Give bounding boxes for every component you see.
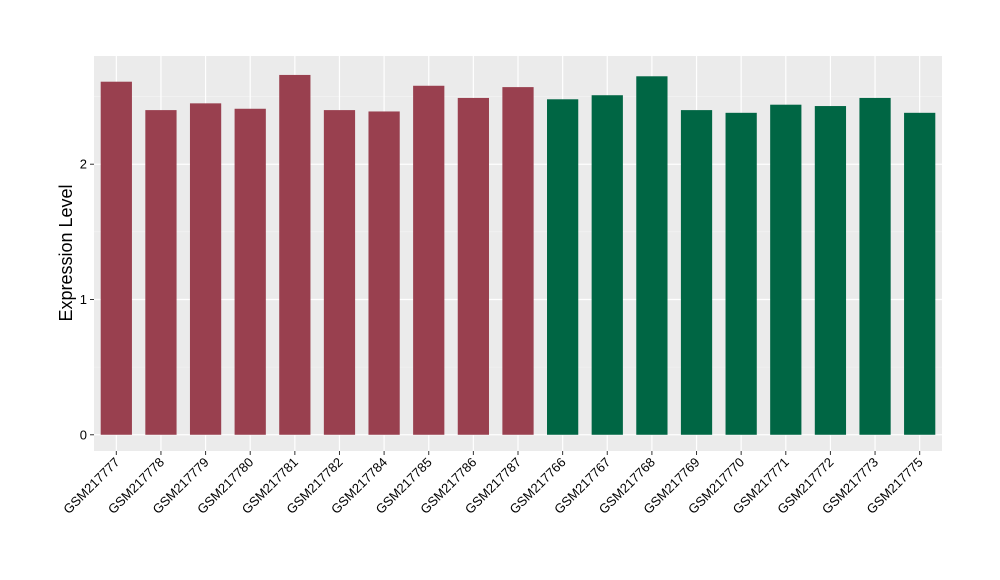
y-tick-label: 1: [80, 292, 87, 307]
bar-GSM217778: [145, 110, 177, 435]
bar-GSM217784: [368, 111, 400, 435]
bar-GSM217766: [547, 99, 579, 435]
bar-GSM217779: [189, 103, 222, 435]
x-axis: GSM217777GSM217778GSM217779GSM217780GSM2…: [60, 451, 926, 517]
bar-GSM217768: [636, 76, 668, 435]
y-axis: 0 1 2: [80, 157, 94, 442]
bar-GSM217780: [234, 108, 266, 435]
y-axis-title: Expression Level: [56, 184, 76, 321]
bar-GSM217775: [904, 112, 936, 435]
bar-GSM217773: [859, 97, 891, 435]
bar-GSM217781: [279, 74, 311, 435]
bar-GSM217782: [323, 110, 356, 435]
bars: [100, 74, 936, 435]
bar-GSM217786: [457, 97, 489, 435]
y-tick-label: 2: [80, 157, 87, 172]
bar-GSM217767: [591, 95, 623, 435]
bar-GSM217771: [770, 104, 802, 435]
y-tick-label: 0: [80, 427, 87, 442]
bar-GSM217777: [100, 81, 132, 435]
bar-GSM217787: [502, 87, 534, 435]
bar-GSM217785: [413, 85, 445, 435]
bar-GSM217769: [680, 110, 713, 435]
bar-GSM217770: [725, 112, 757, 435]
bar-GSM217772: [814, 106, 847, 435]
